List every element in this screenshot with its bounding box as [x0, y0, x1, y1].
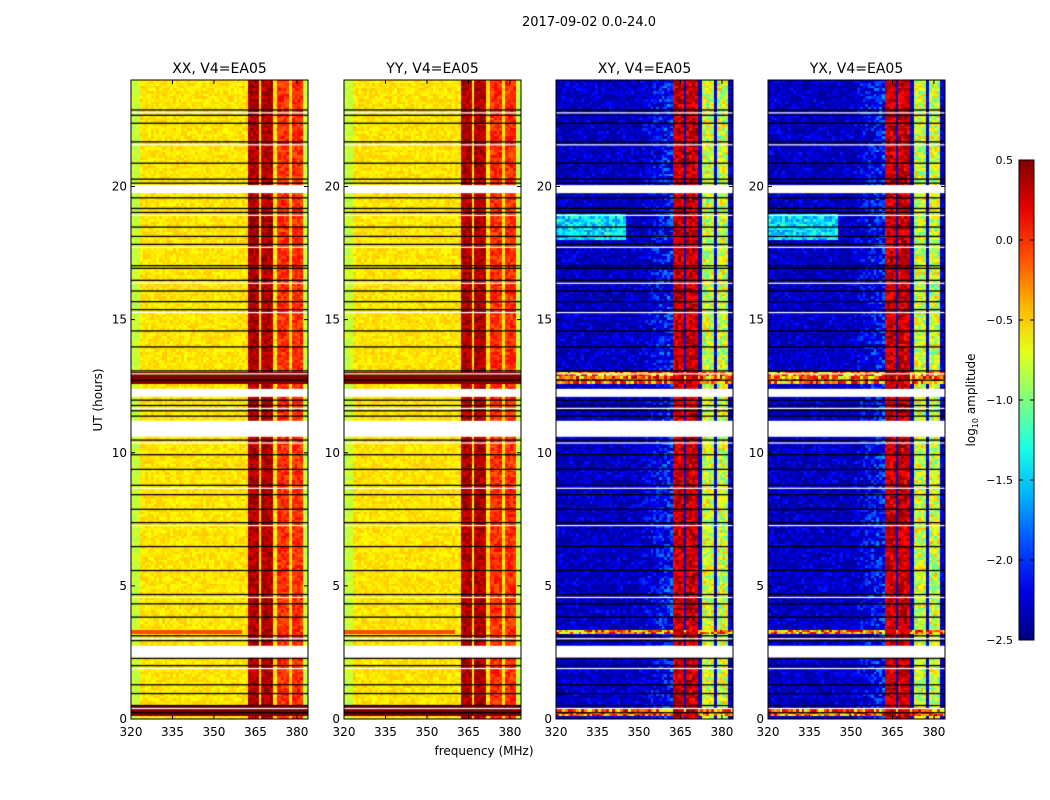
- heatmap-yx: [768, 80, 945, 719]
- y-tick-label: 5: [119, 579, 127, 593]
- y-tick-label: 0: [119, 712, 127, 726]
- colorbar-tick-label: −1.0: [986, 394, 1013, 407]
- x-tick-label: 335: [374, 725, 397, 739]
- colorbar-tick-label: −0.5: [986, 314, 1013, 327]
- y-tick-label: 15: [112, 313, 127, 327]
- x-tick-label: 380: [922, 725, 945, 739]
- y-axis-label: UT (hours): [91, 368, 105, 431]
- panel-title: XX, V4=EA05: [172, 61, 267, 77]
- y-tick-label: 10: [749, 446, 764, 460]
- y-tick-label: 10: [537, 446, 552, 460]
- y-tick-label: 15: [325, 313, 340, 327]
- x-tick-label: 320: [120, 725, 143, 739]
- x-tick-label: 365: [881, 725, 904, 739]
- y-tick-label: 5: [756, 579, 764, 593]
- colorbar-tick-label: −2.5: [986, 634, 1013, 647]
- figure-title: 2017-09-02 0.0-24.0: [522, 15, 656, 30]
- x-tick-label: 380: [285, 725, 308, 739]
- y-tick-label: 15: [537, 313, 552, 327]
- x-tick-label: 350: [840, 725, 863, 739]
- x-tick-label: 380: [498, 725, 521, 739]
- x-tick-label: 365: [457, 725, 480, 739]
- x-tick-label: 320: [545, 725, 568, 739]
- y-tick-label: 5: [332, 579, 340, 593]
- x-tick-label: 335: [798, 725, 821, 739]
- x-tick-label: 380: [710, 725, 733, 739]
- y-tick-label: 0: [544, 712, 552, 726]
- y-tick-label: 0: [332, 712, 340, 726]
- x-tick-label: 350: [416, 725, 439, 739]
- y-tick-label: 20: [537, 180, 552, 194]
- colorbar-tick-label: 0.5: [996, 154, 1014, 167]
- panel-title: YX, V4=EA05: [809, 61, 904, 77]
- y-tick-label: 10: [325, 446, 340, 460]
- y-tick-label: 20: [749, 180, 764, 194]
- x-tick-label: 320: [757, 725, 780, 739]
- y-tick-label: 15: [749, 313, 764, 327]
- x-tick-label: 335: [586, 725, 609, 739]
- colorbar-tick-label: 0.0: [996, 234, 1014, 247]
- y-tick-label: 5: [544, 579, 552, 593]
- y-tick-label: 0: [756, 712, 764, 726]
- colorbar-tick-label: −2.0: [986, 554, 1013, 567]
- y-tick-label: 20: [325, 180, 340, 194]
- heatmap-yy: [344, 80, 521, 719]
- panel-frame: [555, 79, 734, 720]
- x-tick-label: 335: [161, 725, 184, 739]
- x-tick-label: 365: [244, 725, 267, 739]
- panel-title: YY, V4=EA05: [385, 61, 478, 77]
- heatmap-xy: [556, 80, 733, 719]
- x-tick-label: 350: [628, 725, 651, 739]
- y-tick-label: 10: [112, 446, 127, 460]
- colorbar-tick-label: −1.5: [986, 474, 1013, 487]
- colorbar-label: log10 amplitude: [964, 354, 980, 447]
- y-tick-label: 20: [112, 180, 127, 194]
- panel-title: XY, V4=EA05: [598, 61, 692, 77]
- x-tick-label: 320: [333, 725, 356, 739]
- heatmap-xx: [131, 80, 308, 719]
- panel-frame: [343, 79, 522, 720]
- x-tick-label: 365: [669, 725, 692, 739]
- x-axis-label: frequency (MHz): [434, 744, 533, 758]
- panel-frame: [130, 79, 309, 720]
- x-tick-label: 350: [203, 725, 226, 739]
- panel-frame: [767, 79, 946, 720]
